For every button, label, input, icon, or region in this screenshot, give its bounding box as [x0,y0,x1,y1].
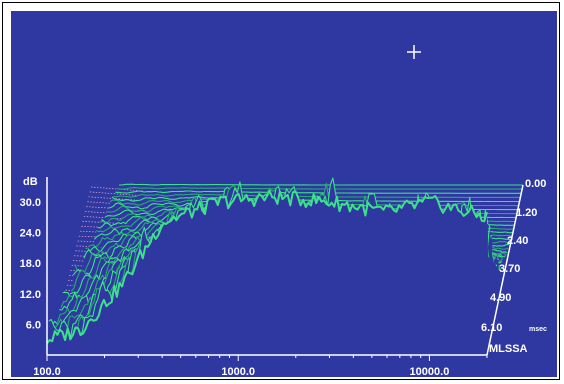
y-tick-label: 6.0 [26,319,41,331]
z-axis-unit: msec [529,326,547,333]
z-tick-label: 0.00 [525,178,546,190]
hatch-line [88,196,144,202]
z-tick-label: 2.40 [507,235,528,247]
y-axis-label: dB [23,176,38,188]
x-minor-ticks [46,355,488,361]
z-tick-label: 1.20 [516,207,537,219]
axes [46,177,524,361]
x-tick-label: 100.0 [33,366,61,377]
chart-frame: dB 30.0 24.0 18.0 12.0 6.0 100.0 1000.0 … [2,2,560,380]
z-tick-label: 4.90 [490,292,511,304]
decay-slice-fill [115,191,522,194]
decay-slice-line [119,183,523,186]
x-tick-label: 1000.0 [221,366,255,377]
decay-slice-fill [47,190,487,355]
brand-label: MLSSA [489,343,528,355]
decay-slice-line [117,187,523,190]
waterfall-chart: dB 30.0 24.0 18.0 12.0 6.0 100.0 1000.0 … [20,45,547,377]
y-tick-label: 30.0 [20,197,41,209]
decay-slice-fill [117,187,523,190]
hatch-line [90,186,144,192]
decay-slice-line [46,189,488,344]
crosshair-cursor-icon [407,45,421,59]
x-tick-label: 10000.0 [410,366,450,377]
hatch-line [87,201,145,206]
y-tick-label: 18.0 [20,258,41,270]
z-axis-line [486,184,524,356]
decay-slice-line [115,190,522,194]
z-tick-label: 3.70 [499,263,520,275]
waterfall-plot: dB 30.0 24.0 18.0 12.0 6.0 100.0 1000.0 … [11,11,557,377]
y-tick-label: 12.0 [20,289,41,301]
y-tick-label: 24.0 [20,228,41,240]
z-tick-label: 6.10 [481,322,502,334]
labels: dB 30.0 24.0 18.0 12.0 6.0 100.0 1000.0 … [20,176,547,377]
decay-slices [46,177,523,355]
